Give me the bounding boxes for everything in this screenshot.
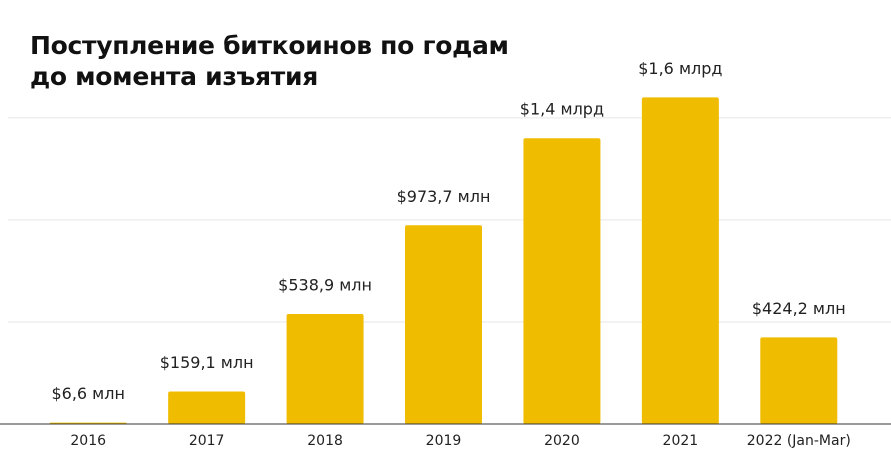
- value-label: $159,1 млн: [160, 353, 254, 372]
- bar: [405, 225, 482, 424]
- value-label: $1,4 млрд: [520, 100, 604, 119]
- bar: [641, 97, 719, 424]
- x-tick-label: 2017: [189, 433, 225, 449]
- value-label: $424,2 млн: [752, 299, 846, 318]
- x-tick-label: 2016: [70, 433, 106, 449]
- x-tick-label: 2020: [544, 433, 580, 449]
- bar: [168, 391, 246, 424]
- bar: [523, 138, 601, 424]
- chart-title: Поступление биткоинов по годам до момент…: [30, 31, 509, 91]
- x-tick-label: 2019: [426, 433, 462, 449]
- x-tick-label: 2022 (Jan-Mar): [747, 433, 851, 449]
- value-label: $538,9 млн: [278, 276, 372, 295]
- x-tick-label: 2021: [663, 433, 699, 449]
- value-label: $973,7 млн: [397, 187, 491, 206]
- value-label: $1,6 млрд: [638, 59, 722, 78]
- bar: [760, 337, 838, 424]
- value-label: $6,6 млн: [51, 384, 124, 403]
- x-tick-label: 2018: [307, 433, 343, 449]
- bar: [286, 314, 364, 424]
